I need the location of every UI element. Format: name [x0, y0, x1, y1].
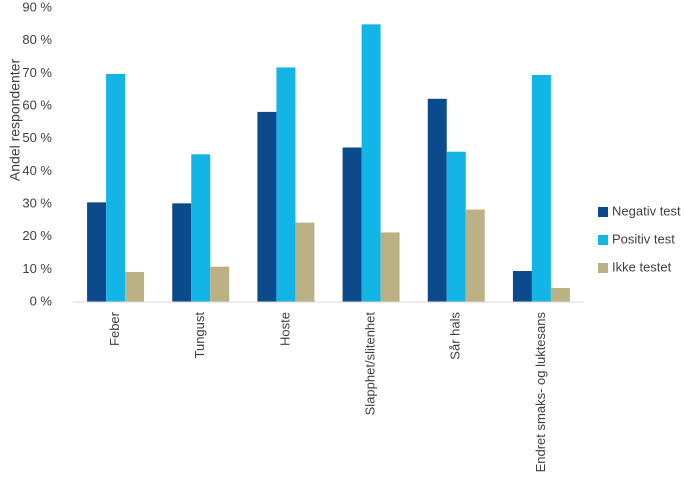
legend: Negativ test Positiv test Ikke testet — [598, 203, 681, 274]
bar — [106, 73, 126, 302]
x-tick-label: Feber — [107, 311, 122, 346]
bar — [295, 222, 315, 302]
y-tick-label: 80 % — [22, 32, 52, 47]
x-tick-label: Slapphet/slitenhet — [363, 312, 378, 416]
bar — [210, 266, 230, 302]
bar — [191, 154, 211, 302]
bar — [531, 74, 551, 302]
bar — [512, 270, 532, 302]
x-tick-label: Tungust — [192, 312, 207, 359]
bar — [550, 287, 570, 302]
bars — [87, 24, 570, 303]
y-tick-label: 0 % — [30, 293, 53, 308]
bar — [427, 98, 447, 303]
bar — [361, 24, 381, 302]
y-tick-label: 10 % — [22, 261, 52, 276]
x-axis-labels: Feber Tungust Hoste Slapphet/slitenhet Sår h… — [107, 311, 548, 472]
y-tick-label: 60 % — [22, 97, 52, 112]
y-axis-label: Andel respondenter — [7, 59, 23, 182]
legend-label: Positiv test — [612, 231, 675, 246]
legend-label: Negativ test — [612, 203, 681, 218]
bar — [276, 67, 296, 302]
bar — [125, 271, 145, 302]
legend-swatch — [598, 207, 608, 217]
y-tick-label: 40 % — [22, 163, 52, 178]
y-axis: 0 % 10 % 20 % 30 % 40 % 50 % 60 % 70 % 80 % 90 % — [22, 0, 52, 308]
bar — [380, 232, 400, 302]
y-tick-label: 90 % — [22, 0, 52, 14]
bar — [87, 202, 107, 302]
bar — [446, 151, 466, 302]
x-tick-label: Sår hals — [448, 312, 463, 360]
y-tick-label: 20 % — [22, 228, 52, 243]
bar — [257, 111, 277, 302]
y-tick-label: 50 % — [22, 130, 52, 145]
bar — [342, 147, 362, 302]
x-tick-label: Endret smaks- og luktesans — [533, 312, 548, 473]
bar — [172, 203, 192, 302]
legend-swatch — [598, 263, 608, 273]
x-tick-label: Hoste — [277, 312, 292, 346]
y-tick-label: 30 % — [22, 195, 52, 210]
legend-label: Ikke testet — [612, 259, 672, 274]
y-tick-label: 70 % — [22, 65, 52, 80]
legend-swatch — [598, 235, 608, 245]
bar — [465, 209, 485, 302]
